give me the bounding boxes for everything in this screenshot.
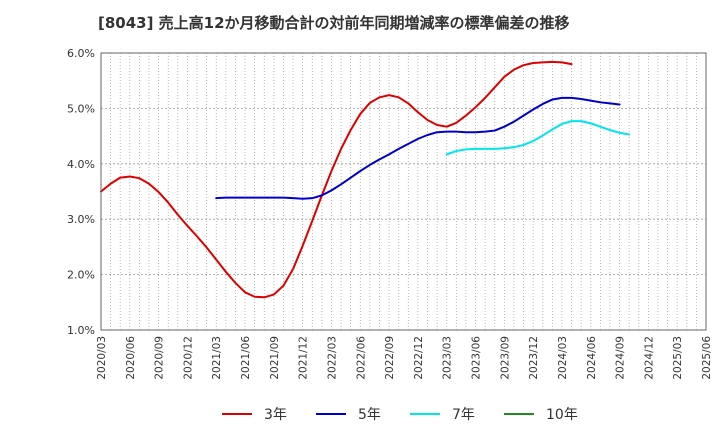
x-tick-label: 2025/03 [672, 336, 684, 380]
x-tick-label: 2025/06 [701, 336, 713, 380]
x-tick-label: 2023/12 [528, 336, 540, 380]
plot-frame [100, 52, 707, 331]
y-tick-label: 2.0% [67, 269, 95, 282]
series-line-2 [215, 96, 621, 200]
x-tick-label: 2020/06 [125, 336, 137, 380]
x-tick-label: 2024/09 [615, 336, 627, 380]
legend-label: 3年 [264, 407, 287, 423]
y-tick-label: 3.0% [67, 213, 95, 226]
x-tick-label: 2023/09 [499, 336, 511, 380]
x-axis-ticks: 2020/03 2020/06 2020/09 2020/12 2021/03 2021/… [96, 336, 713, 380]
x-tick-label: 2021/03 [211, 336, 223, 380]
y-tick-label: 5.0% [67, 102, 95, 115]
x-tick-label: 2022/09 [384, 336, 396, 380]
x-tick-label: 2020/12 [182, 336, 194, 380]
y-axis-ticks: 1.0% 2.0% 3.0% 4.0% 5.0% 6.0% [67, 47, 95, 337]
series-line-3 [445, 120, 631, 156]
x-tick-label: 2022/12 [413, 336, 425, 380]
x-tick-label: 2024/12 [643, 336, 655, 380]
x-tick-label: 2021/09 [269, 336, 281, 380]
x-tick-label: 2023/03 [442, 336, 454, 380]
x-tick-label: 2020/03 [96, 336, 108, 380]
series-line-1 [100, 60, 573, 299]
x-tick-label: 2022/06 [355, 336, 367, 380]
chart-title: [8043] 売上高12か月移動合計の対前年同期増減率の標準偏差の推移 [98, 14, 570, 32]
legend: 3年 5年 7年 10年 [222, 407, 578, 423]
legend-label: 7年 [452, 407, 475, 423]
series-layer [100, 60, 631, 299]
x-tick-label: 2024/03 [557, 336, 569, 380]
x-tick-label: 2021/06 [240, 336, 252, 380]
x-tick-label: 2023/06 [471, 336, 483, 380]
x-tick-label: 2021/12 [298, 336, 310, 380]
x-tick-label: 2024/06 [586, 336, 598, 380]
y-tick-label: 4.0% [67, 158, 95, 171]
y-tick-label: 1.0% [67, 324, 95, 337]
legend-label: 10年 [546, 407, 578, 423]
plot-area [101, 53, 706, 330]
x-tick-label: 2020/09 [154, 336, 166, 380]
y-tick-label: 6.0% [67, 47, 95, 60]
legend-label: 5年 [358, 407, 381, 423]
x-tick-label: 2022/03 [326, 336, 338, 380]
